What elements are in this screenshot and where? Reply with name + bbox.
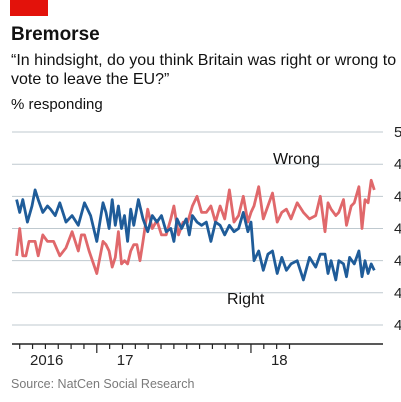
y-tick-label: 4 [394,221,401,238]
y-tick-labels: 5 4 4 4 4 4 4 [394,124,401,334]
y-axis-label: % responding [11,96,103,113]
series-label-right: Right [227,291,265,308]
y-tick-label: 4 [394,317,401,334]
x-axis: 2016 17 18 [12,343,383,369]
series-line-wrong [15,178,376,275]
chart-title: Bremorse [11,24,100,45]
series-labels: Wrong Right [227,151,320,308]
series-line-right [15,188,376,282]
x-tick-label: 18 [271,352,288,369]
grid-lines [12,131,383,326]
accent-bar [10,0,48,16]
chart-subtitle: “In hindsight, do you think Britain was … [11,52,397,88]
series-lines [15,178,376,282]
y-tick-label: 4 [394,285,401,302]
series-label-wrong: Wrong [273,151,320,168]
source-note: Source: NatCen Social Research [11,377,195,391]
x-tick-label: 17 [117,352,134,369]
y-tick-label: 5 [394,124,401,141]
y-tick-label: 4 [394,188,401,205]
y-tick-label: 4 [394,253,401,270]
x-tick-label: 2016 [30,352,63,369]
y-tick-label: 4 [394,156,401,173]
